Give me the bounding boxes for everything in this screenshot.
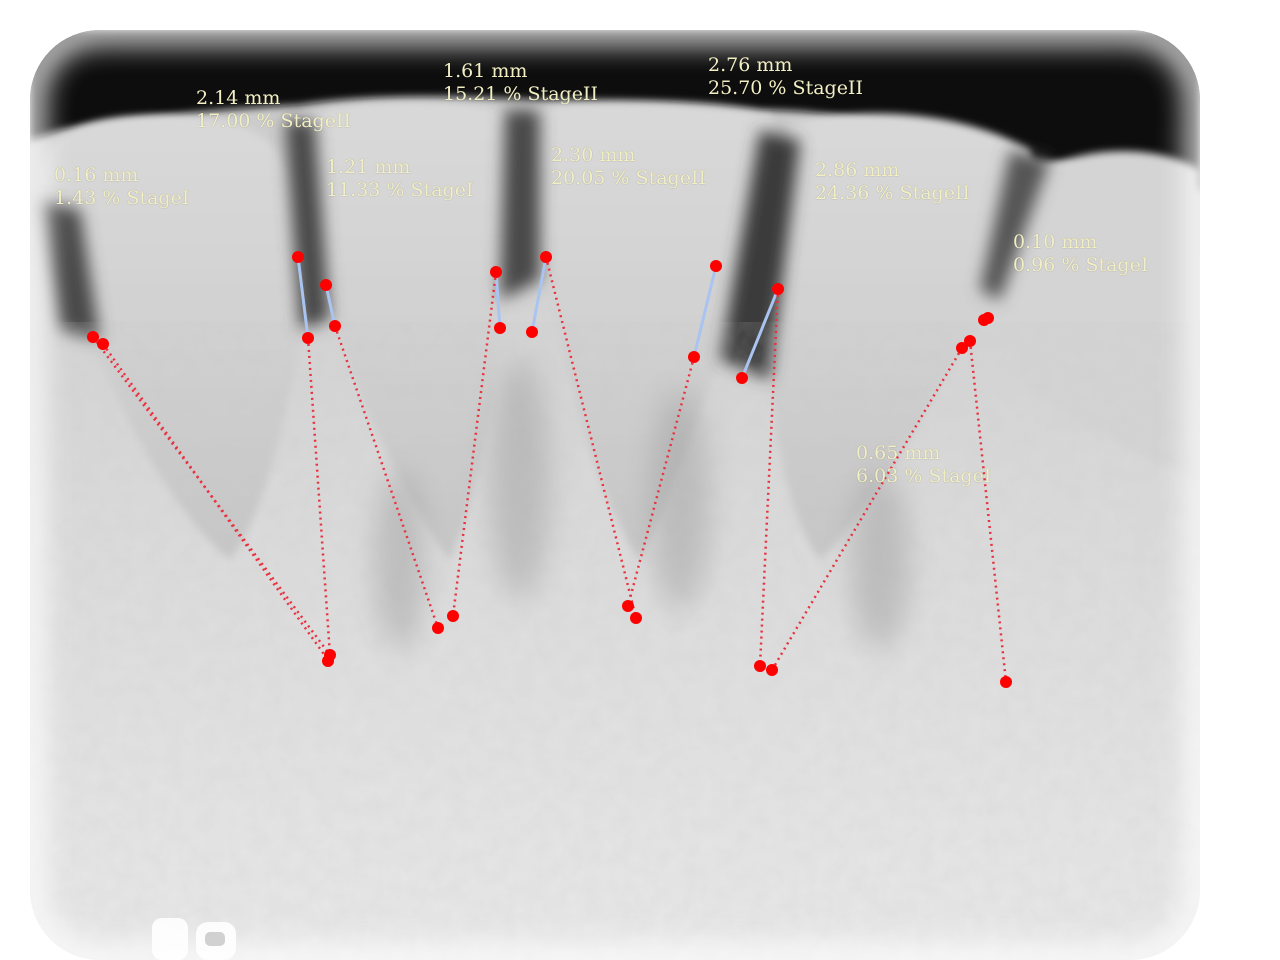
landmark-points bbox=[87, 251, 1012, 688]
measurement-stage: StageI bbox=[126, 187, 190, 209]
measurement-mm: 2.30 mm bbox=[551, 144, 636, 166]
landmark-point bbox=[302, 332, 314, 344]
measurement-percent: 11.33 % bbox=[326, 179, 405, 201]
measurement-label: 0.16 mm 1.43 % StageI bbox=[54, 164, 189, 210]
measurement-percent: 0.96 % bbox=[1013, 254, 1080, 276]
measurement-label: 1.21 mm 11.33 % StageI bbox=[326, 156, 473, 202]
measurement-mm: 2.14 mm bbox=[196, 87, 281, 109]
measurement-percent: 17.00 % bbox=[196, 110, 275, 132]
measurement-stage: StageI bbox=[928, 465, 992, 487]
landmark-point bbox=[540, 251, 552, 263]
landmark-point bbox=[772, 283, 784, 295]
measurement-mm: 0.10 mm bbox=[1013, 231, 1098, 253]
measurement-stage: StageI bbox=[1085, 254, 1149, 276]
interdental-gaps bbox=[40, 110, 1050, 380]
landmark-point bbox=[432, 622, 444, 634]
measurement-label: 2.76 mm 25.70 % StageII bbox=[708, 54, 863, 100]
landmark-point bbox=[688, 351, 700, 363]
measurement-mm: 0.65 mm bbox=[856, 442, 941, 464]
measurement-stage: StageII bbox=[899, 182, 970, 204]
landmark-point bbox=[329, 320, 341, 332]
measurement-percent: 24.36 % bbox=[815, 182, 894, 204]
measurement-percent: 6.03 % bbox=[856, 465, 923, 487]
measurement-percent: 25.70 % bbox=[708, 77, 787, 99]
landmark-point bbox=[956, 342, 968, 354]
measurement-mm: 1.21 mm bbox=[326, 156, 411, 178]
measurement-mm: 2.86 mm bbox=[815, 159, 900, 181]
measurement-stage: StageII bbox=[792, 77, 863, 99]
landmark-point bbox=[97, 338, 109, 350]
landmark-point bbox=[964, 335, 976, 347]
landmark-point bbox=[494, 322, 506, 334]
measurement-mm: 0.16 mm bbox=[54, 164, 139, 186]
landmark-point bbox=[630, 612, 642, 624]
film-region bbox=[30, 30, 1200, 960]
measurement-label: 0.65 mm 6.03 % StageI bbox=[856, 442, 991, 488]
landmark-point bbox=[447, 610, 459, 622]
landmark-point bbox=[292, 251, 304, 263]
measurement-label: 2.86 mm 24.36 % StageII bbox=[815, 159, 970, 205]
landmark-point bbox=[710, 260, 722, 272]
measurement-percent: 15.21 % bbox=[443, 83, 522, 105]
measurement-label: 1.61 mm 15.21 % StageII bbox=[443, 60, 598, 106]
landmark-point bbox=[526, 326, 538, 338]
measurement-percent: 1.43 % bbox=[54, 187, 121, 209]
measurement-stage: StageII bbox=[635, 167, 706, 189]
measurement-percent: 20.05 % bbox=[551, 167, 630, 189]
measurement-label: 2.14 mm 17.00 % StageII bbox=[196, 87, 351, 133]
root-length-lines bbox=[91, 256, 1008, 683]
cej-to-crest-segments bbox=[296, 255, 780, 380]
landmark-point bbox=[982, 312, 994, 324]
measurement-mm: 2.76 mm bbox=[708, 54, 793, 76]
measurement-mm: 1.61 mm bbox=[443, 60, 528, 82]
landmark-point bbox=[766, 664, 778, 676]
landmark-point bbox=[490, 266, 502, 278]
measurement-stage: StageI bbox=[410, 179, 474, 201]
landmark-point bbox=[322, 655, 334, 667]
landmark-point bbox=[87, 331, 99, 343]
film-marker bbox=[152, 918, 236, 960]
landmark-point bbox=[1000, 676, 1012, 688]
landmark-point bbox=[622, 600, 634, 612]
measurement-stage: StageII bbox=[280, 110, 351, 132]
landmark-point bbox=[320, 279, 332, 291]
landmark-point bbox=[754, 660, 766, 672]
measurement-label: 2.30 mm 20.05 % StageII bbox=[551, 144, 706, 190]
landmark-point bbox=[736, 372, 748, 384]
measurement-stage: StageII bbox=[527, 83, 598, 105]
measurement-label: 0.10 mm 0.96 % StageI bbox=[1013, 231, 1148, 277]
